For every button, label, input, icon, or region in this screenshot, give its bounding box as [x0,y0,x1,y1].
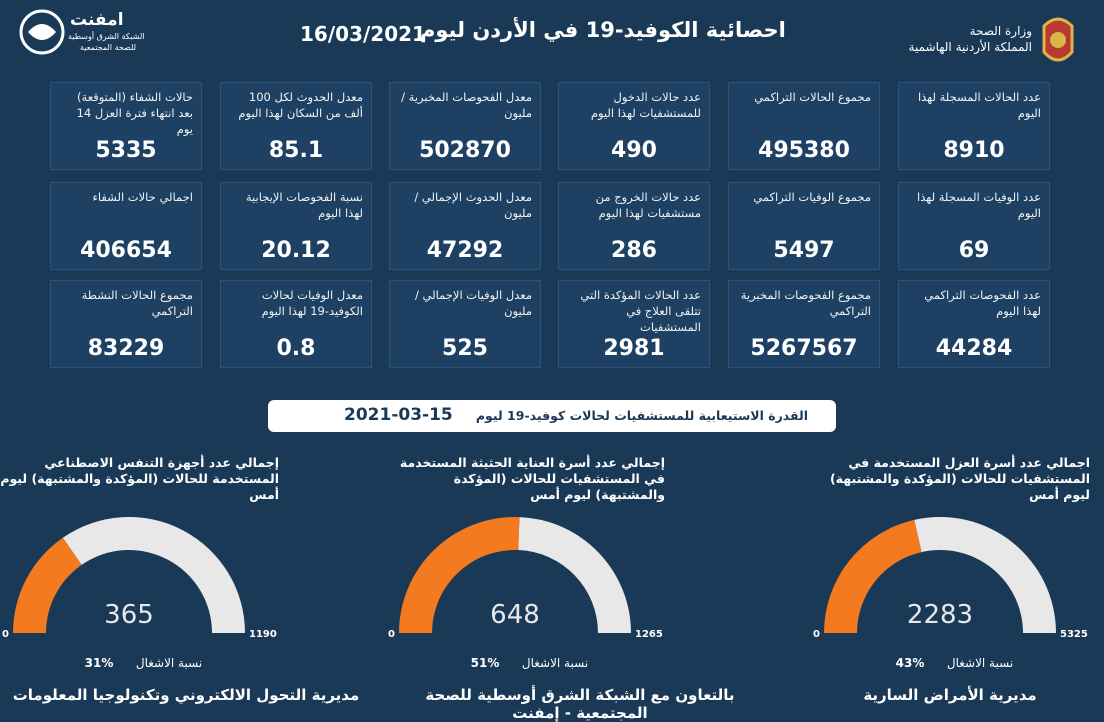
card-value: 5335 [95,138,157,163]
logo-globe [19,9,65,55]
card-label: عدد الحالات المسجلة لهذا اليوم [917,90,1041,120]
stat-card: عدد الحالات المسجلة لهذا اليوم 8910 [898,82,1050,170]
stat-card: عدد الحالات المؤكدة التي تتلقى العلاج في… [558,280,710,368]
stat-card: مجموع الحالات التراكمي 495380 [728,82,880,170]
stat-card: عدد حالات الدخول للمستشفيات لهذا اليوم 49… [558,82,710,170]
card-label: مجموع الحالات النشطة التراكمي [81,288,193,318]
occupancy: 31% [84,656,114,670]
stat-card: عدد الفحوصات التراكمي لهذا اليوم 44284 [898,280,1050,368]
card-value: 69 [958,238,990,263]
card-label: معدل الوفيات الإجمالي /مليون [415,288,532,318]
card-value: 502870 [419,138,511,163]
gauge-title: إجمالي عدد أجهزة التنفس الاصطناعي المستخ… [0,455,279,502]
card-value: 490 [611,138,657,163]
card-label: اجمالي حالات الشفاء [92,190,193,204]
stat-card: معدل الحدوث الإجمالي /مليون 47292 [389,182,541,270]
emblem [1042,17,1074,62]
gauge-value-arc [824,519,922,633]
card-value: 0.8 [276,336,316,361]
card-value: 495380 [758,138,850,163]
title: احصائية الكوفيد-19 في الأردن ليوم [420,18,786,42]
gauge-title: اجمالي عدد أسرة العزل المستخدمة في المست… [829,455,1090,502]
capacity-title: القدرة الاستيعابية للمستشفيات لحالات كوف… [475,408,808,423]
gauge-max: 5325 [1060,629,1088,640]
card-value: 286 [611,238,657,263]
gauge-value: 365 [104,600,154,630]
footer-text: مديرية التحول الالكتروني وتكنولوجيا المع… [12,686,360,704]
card-label: عدد حالات الدخول للمستشفيات لهذا اليوم [590,90,701,120]
card-label: معدل الوفيات لحالات الكوفيد-19 لهذا اليو… [261,288,363,318]
card-value: 2981 [603,336,665,361]
logo-sub: للصحة المجتمعية [80,43,137,52]
card-label: عدد الفحوصات التراكمي لهذا اليوم [924,288,1041,318]
stat-card: معدل الحدوث لكل 100 ألف من السكان لهذا ا… [220,82,372,170]
gauge-min: 0 [813,629,820,640]
date: 16/03/2021 [300,22,426,46]
stat-card: اجمالي حالات الشفاء 406654 [50,182,202,270]
card-label: مجموع الوفيات التراكمي [753,190,871,204]
card-value: 8910 [943,138,1005,163]
card-label: معدل الفحوصات المخبرية /مليون [401,90,532,120]
kingdom: المملكة الأردنية الهاشمية [908,40,1032,54]
stat-card: عدد الوفيات المسجلة لهذا اليوم 69 [898,182,1050,270]
occupancy-label: نسبة الاشغال [946,656,1014,670]
stat-card: معدل الوفيات الإجمالي /مليون 525 [389,280,541,368]
gauge-max: 1265 [635,629,663,640]
stat-card: معدل الفحوصات المخبرية /مليون 502870 [389,82,541,170]
gauge-remaining [62,517,245,633]
card-label: حالات الشفاء (المتوقعة) بعد انتهاء فترة … [76,90,193,136]
stat-card: مجموع الفحوصات المخبرية التراكمي 5267567 [728,280,880,368]
gauge-value-arc [13,537,82,633]
footer-text: بالتعاون مع الشبكة الشرق أوسطية للصحة ال… [425,686,735,722]
stat-card: مجموع الوفيات التراكمي 5497 [728,182,880,270]
card-value: 44284 [935,336,1013,361]
gauge-title: إجمالي عدد أسرة العناية الحثيثة المستخدم… [399,455,665,502]
stat-card: مجموع الحالات النشطة التراكمي 83229 [50,280,202,368]
gauge-value: 648 [490,600,540,630]
card-value: 406654 [80,238,172,263]
card-value: 525 [442,336,488,361]
card-label: معدل الحدوث الإجمالي /مليون [414,190,532,220]
occupancy: 51% [470,656,500,670]
card-label: عدد حالات الخروج من مستشفيات لهذا اليوم [595,190,701,220]
ministry: وزارة الصحة [969,24,1032,38]
card-label: عدد الوفيات المسجلة لهذا اليوم [917,190,1041,220]
card-label: مجموع الفحوصات المخبرية التراكمي [740,288,871,318]
gauge-min: 0 [388,629,395,640]
card-value: 5497 [773,238,835,263]
occupancy: 43% [895,656,925,670]
card-label: نسبة الفحوصات الإيجابية لهذا اليوم [245,190,363,220]
card-value: 20.12 [261,238,331,263]
capacity-date: 2021-03-15 [344,405,453,425]
occupancy-label: نسبة الاشغال [135,656,203,670]
stat-card: معدل الوفيات لحالات الكوفيد-19 لهذا اليو… [220,280,372,368]
footer-text: مديرية الأمراض السارية [863,686,1037,704]
stat-card: حالات الشفاء (المتوقعة) بعد انتهاء فترة … [50,82,202,170]
gauge-remaining [518,517,631,633]
gauge-remaining [914,517,1056,633]
gauge-max: 1190 [249,629,277,640]
card-label: معدل الحدوث لكل 100 ألف من السكان لهذا ا… [238,90,363,120]
card-label: عدد الحالات المؤكدة التي تتلقى العلاج في… [580,288,701,334]
card-value: 47292 [426,238,504,263]
card-value: 85.1 [268,138,324,163]
capacity-banner: 2021-03-15 القدرة الاستيعابية للمستشفيات… [268,400,836,432]
card-label: مجموع الحالات التراكمي [754,90,871,104]
logo-name: امفنت [70,10,124,30]
card-value: 5267567 [750,336,858,361]
gauge-value-arc [399,517,520,633]
gauge-value: 2283 [907,600,973,630]
logo-sub: الشبكة الشرق أوسطية [68,32,145,41]
card-value: 83229 [87,336,165,361]
gauge-min: 0 [2,629,9,640]
stat-card: عدد حالات الخروج من مستشفيات لهذا اليوم 2… [558,182,710,270]
stat-card: نسبة الفحوصات الإيجابية لهذا اليوم 20.12 [220,182,372,270]
occupancy-label: نسبة الاشغال [521,656,589,670]
